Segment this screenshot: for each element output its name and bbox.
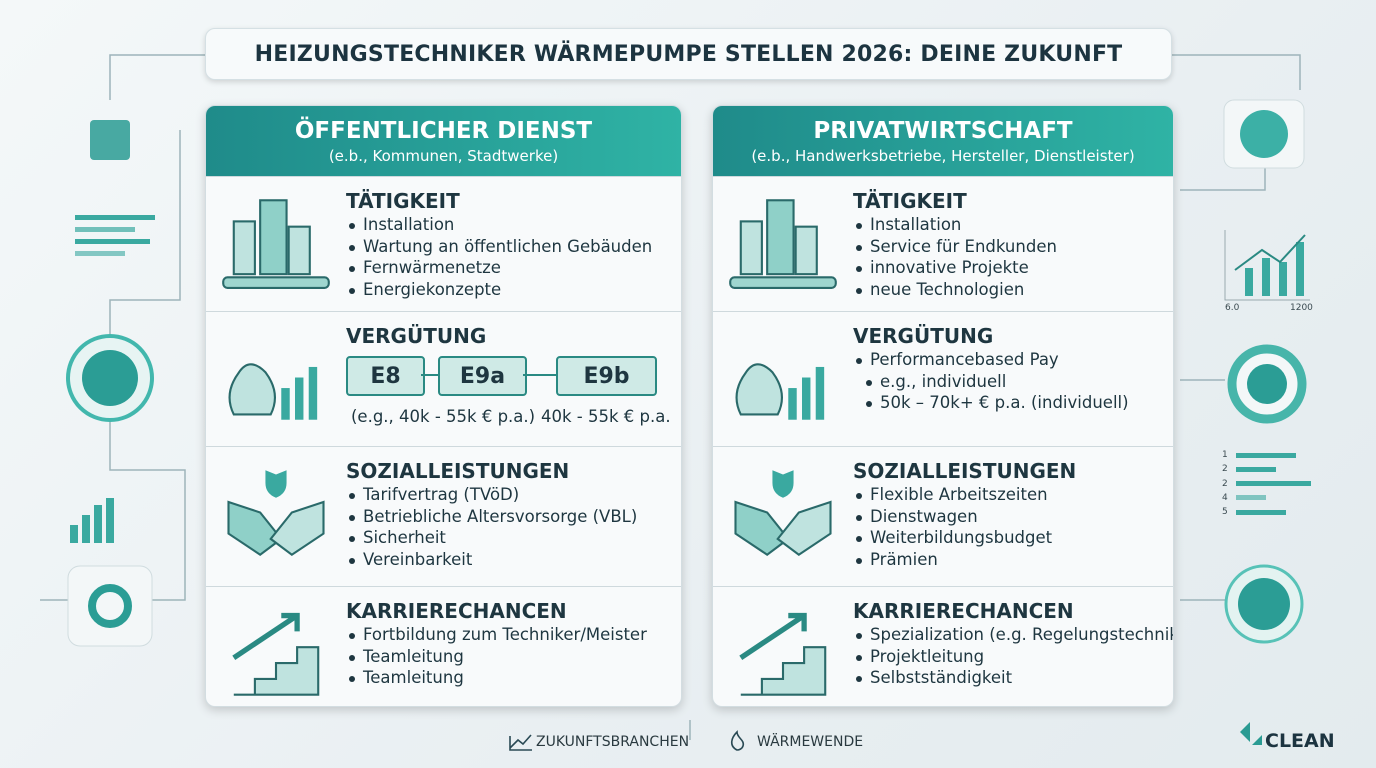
icon xyxy=(222,199,330,289)
list-item: Energiekonzepte xyxy=(348,279,502,299)
icon xyxy=(739,612,827,696)
list-number: 2 xyxy=(1222,478,1228,489)
salary-note: (e.g., 40k - 55k € p.a.) xyxy=(351,407,536,426)
list-item: innovative Projekte xyxy=(856,258,1029,277)
list-item: Sicherheit xyxy=(349,528,446,547)
icon xyxy=(228,363,318,420)
list-item: Wartung an öffentlichen Gebäuden xyxy=(348,236,653,256)
section-heading: VERGÜTUNG xyxy=(853,324,994,348)
salary-note: 40k - 55k € p.a. xyxy=(541,407,671,426)
section: SOZIALLEISTUNGEN Flexible Arbeitszeiten Di… xyxy=(713,446,1173,587)
icon xyxy=(734,470,832,557)
list-item: Installation xyxy=(348,215,455,234)
panel-title: ÖFFENTLICHER DIENST xyxy=(294,118,593,144)
section-heading: TÄTIGKEIT xyxy=(853,189,967,213)
icon xyxy=(729,199,837,289)
grade-box: E9a xyxy=(438,356,527,396)
chart-label: 6.0 xyxy=(1225,303,1240,313)
list-item: 50k – 70k+ € p.a. (individuell) xyxy=(866,393,1129,412)
list-item: Service für Endkunden xyxy=(856,236,1057,256)
panel-subtitle: (e.b., Handwerksbetriebe, Hersteller, Di… xyxy=(751,147,1135,165)
panel: PRIVATWIRTSCHAFT (e.b., Handwerksbetriebe… xyxy=(712,105,1174,707)
panel: ÖFFENTLICHER DIENST (e.b., Kommunen, Stad… xyxy=(205,105,682,707)
connector xyxy=(421,374,438,376)
section: TÄTIGKEIT Installation Service für Endkund… xyxy=(713,176,1173,312)
section: VERGÜTUNG Performancebased Pay e.g., indiv… xyxy=(713,311,1173,447)
list-item: Weiterbildungsbudget xyxy=(855,528,1053,547)
grade-box: E9b xyxy=(556,356,657,396)
footer-tag: ZUKUNFTSBRANCHEN xyxy=(536,734,690,750)
brand: CLEAN xyxy=(1265,730,1335,752)
panel-header: ÖFFENTLICHER DIENST (e.b., Kommunen, Stad… xyxy=(206,106,681,176)
list-item: Performancebased Pay xyxy=(856,350,1059,369)
list-item: e.g., individuell xyxy=(865,371,1007,391)
title: HEIZUNGSTECHNIKER WÄRMEPUMPE STELLEN 202… xyxy=(205,28,1172,80)
list-number: 2 xyxy=(1222,464,1228,475)
section: KARRIERECHANCEN Spezialization (e.g. Rege… xyxy=(713,586,1173,706)
list-item: Installation xyxy=(855,215,962,234)
list-item: Fortbildung zum Techniker/Meister xyxy=(349,625,647,644)
icon xyxy=(227,470,325,557)
list-item: Vereinbarkeit xyxy=(348,549,473,569)
panel-header: PRIVATWIRTSCHAFT (e.b., Handwerksbetriebe… xyxy=(713,106,1173,176)
connector xyxy=(523,374,556,376)
panel-subtitle: (e.b., Kommunen, Stadtwerke) xyxy=(328,147,559,165)
list-number: 4 xyxy=(1222,492,1228,503)
list-item: Betriebliche Altersvorsorge (VBL) xyxy=(348,506,638,526)
list-item: Flexible Arbeitszeiten xyxy=(856,485,1048,504)
chart-label: 1200 xyxy=(1290,303,1313,313)
section-heading: SOZIALLEISTUNGEN xyxy=(853,459,1077,483)
section: SOZIALLEISTUNGEN Tarifvertrag (TVöD) Betri… xyxy=(206,446,681,587)
section-heading: KARRIERECHANCEN xyxy=(346,599,567,623)
list-number: 5 xyxy=(1222,507,1228,518)
footer-tag: WÄRMEWENDE xyxy=(757,734,864,750)
list-item: Fernwärmenetze xyxy=(349,258,501,277)
list-item: Teamleitung xyxy=(349,646,464,666)
section-heading: VERGÜTUNG xyxy=(346,324,487,348)
list-item: Tarifvertrag (TVöD) xyxy=(348,485,520,504)
icon xyxy=(735,363,825,420)
list-item: Spezialization (e.g. Regelungstechnik) xyxy=(855,625,1173,644)
list-number: 1 xyxy=(1222,450,1228,460)
section: KARRIERECHANCEN Fortbildung zum Techniker… xyxy=(206,586,681,706)
list-item: Prämien xyxy=(856,549,938,569)
section-heading: SOZIALLEISTUNGEN xyxy=(346,459,570,483)
section-heading: KARRIERECHANCEN xyxy=(853,599,1074,623)
section: VERGÜTUNG E8 E9a E9b (e.g., 40k - 55k € p.a.… xyxy=(206,311,681,447)
list-item: Dienstwagen xyxy=(856,506,978,526)
grade-box: E8 xyxy=(346,356,425,396)
list-item: Teamleitung xyxy=(349,668,464,687)
list-item: Selbstständigkeit xyxy=(855,668,1013,687)
section: TÄTIGKEIT Installation Wartung an öffentli… xyxy=(206,176,681,312)
list-item: neue Technologien xyxy=(855,279,1025,299)
panel-title: PRIVATWIRTSCHAFT xyxy=(813,118,1073,144)
list-item: Projektleitung xyxy=(855,646,985,666)
icon xyxy=(232,612,320,696)
section-heading: TÄTIGKEIT xyxy=(346,189,460,213)
